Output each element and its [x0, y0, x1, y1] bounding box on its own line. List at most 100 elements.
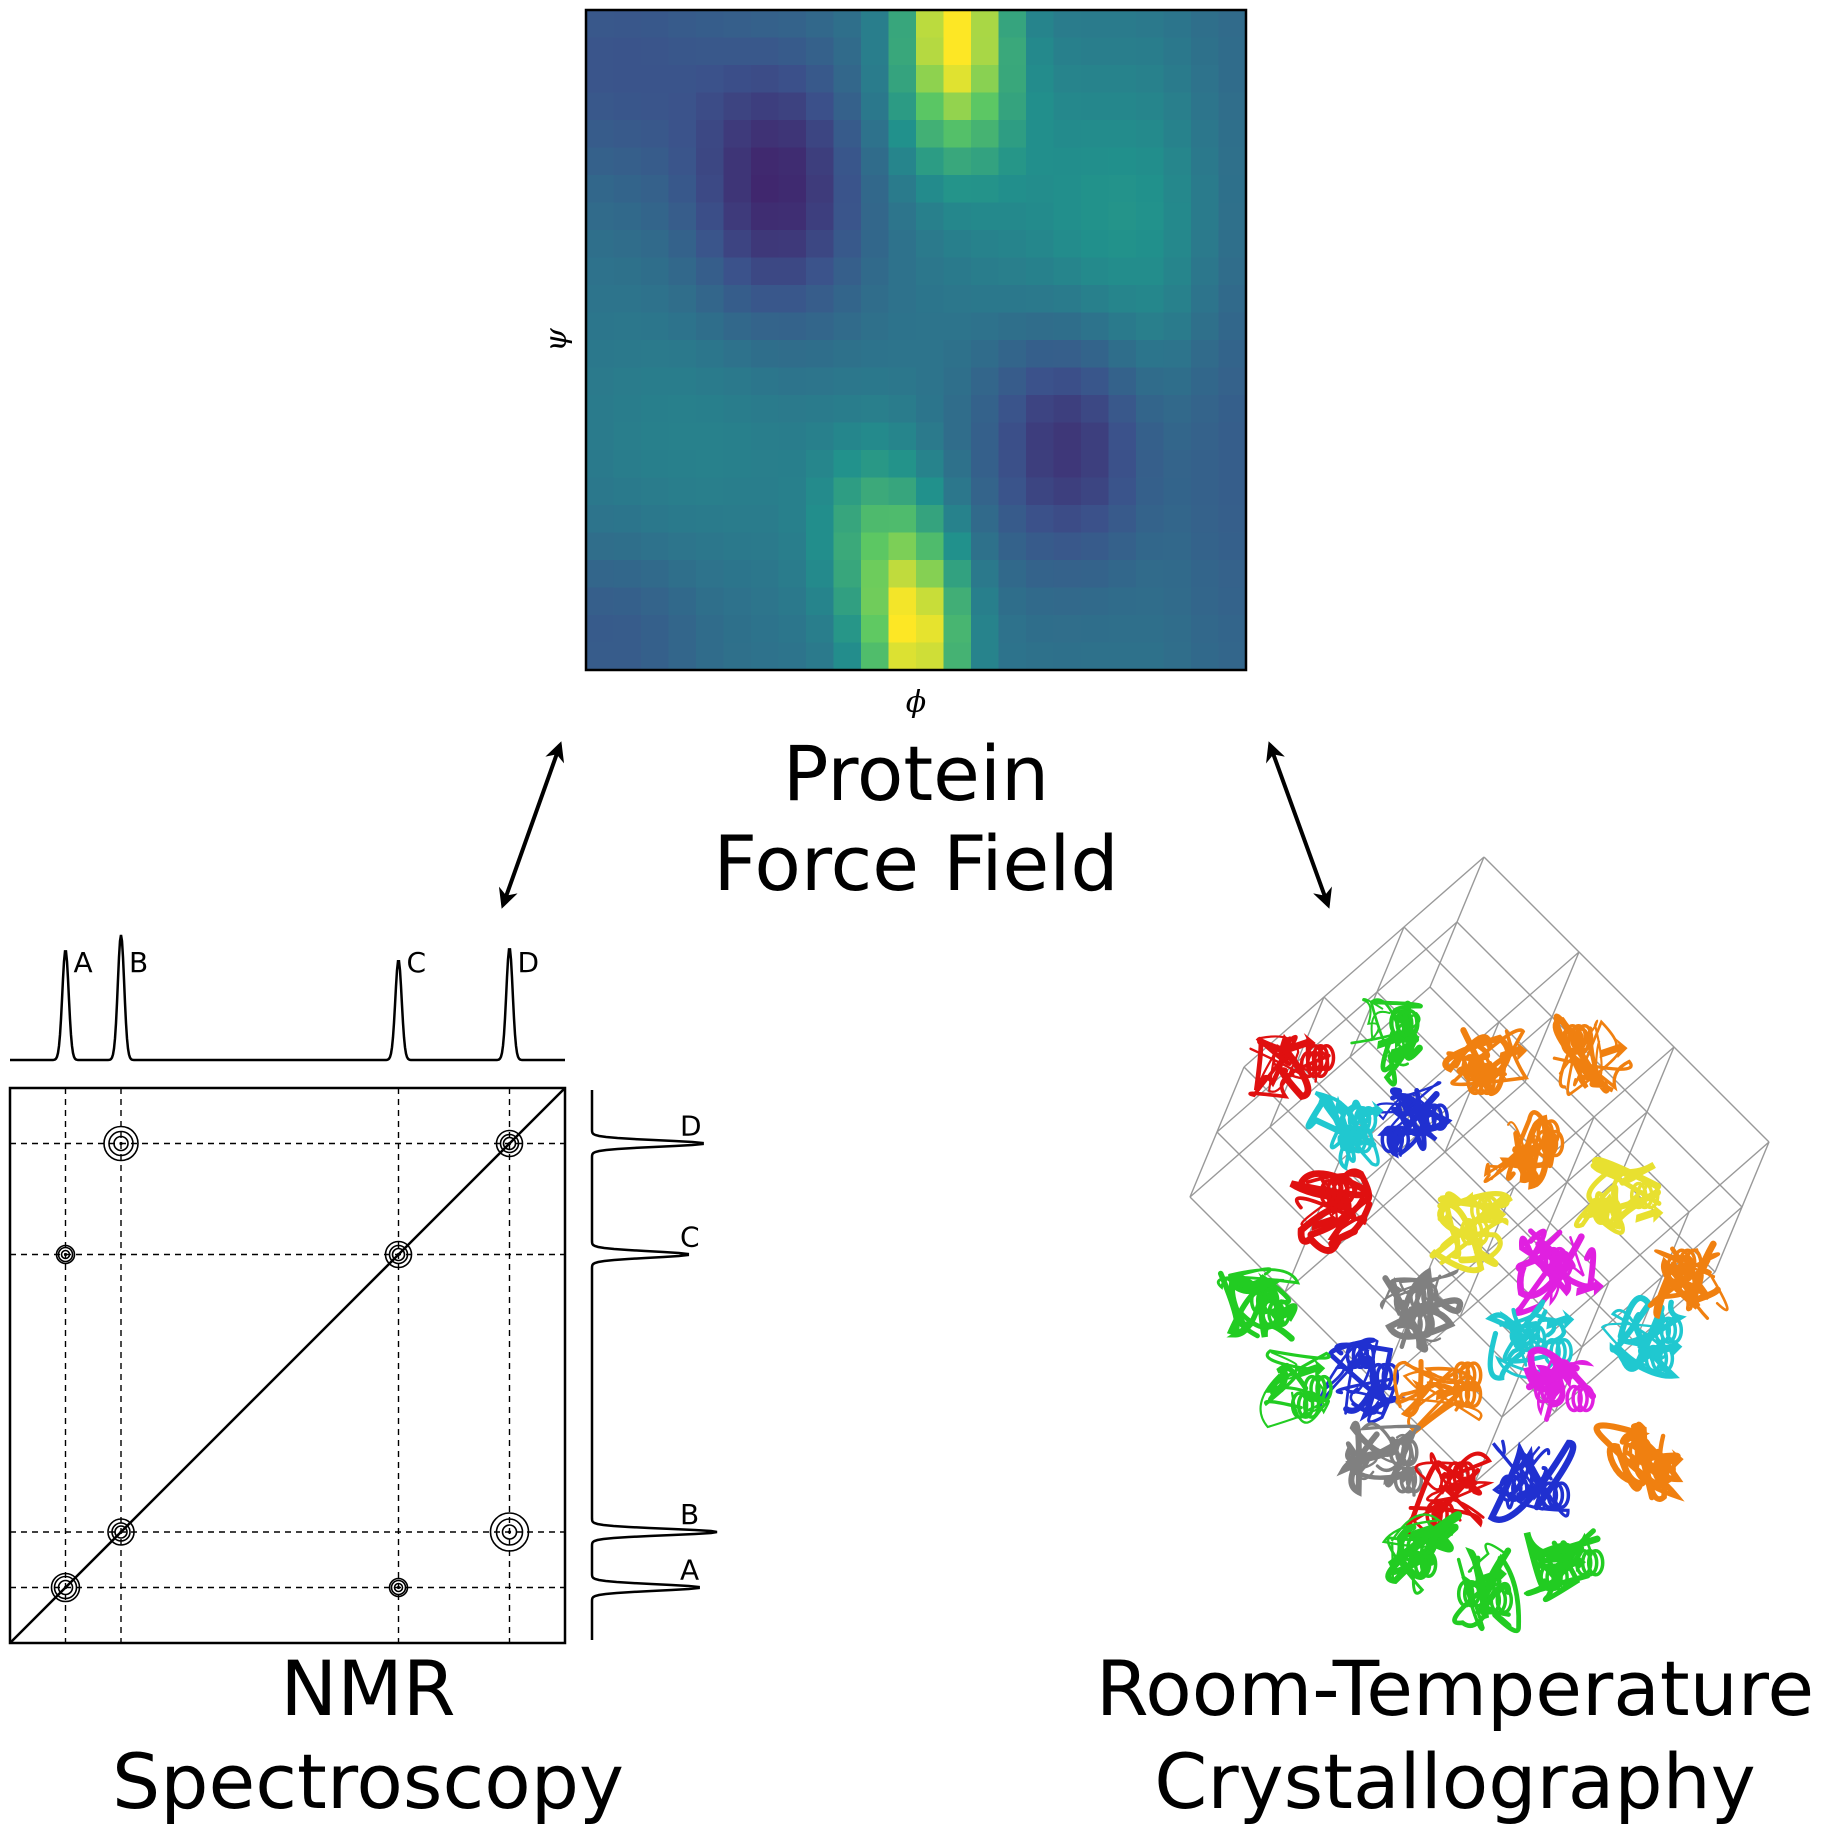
heatmap-cell	[751, 505, 780, 534]
heatmap-cell	[806, 505, 835, 534]
heatmap-cell	[943, 257, 972, 286]
heatmap-cell	[971, 257, 1000, 286]
protein-molecule	[1647, 1240, 1729, 1320]
heatmap-cell	[916, 202, 945, 231]
lattice-edge	[1539, 1116, 1595, 1248]
heatmap-cell	[778, 450, 807, 479]
heatmap-cell	[1218, 175, 1247, 204]
heatmap-cell	[806, 450, 835, 479]
heatmap-cell	[1026, 202, 1055, 231]
ramachandran-heatmap	[586, 10, 1247, 671]
heatmap-cell	[888, 120, 917, 149]
heatmap-cell	[943, 477, 972, 506]
heatmap-cell	[696, 120, 725, 149]
heatmap-cell	[943, 202, 972, 231]
heatmap-cell	[1136, 257, 1165, 286]
heatmap-cell	[971, 312, 1000, 341]
heatmap-cell	[1136, 147, 1165, 176]
heatmap-cell	[586, 257, 615, 286]
heatmap-cell	[1053, 505, 1082, 534]
heatmap-cell	[1026, 642, 1055, 671]
heatmap-cell	[641, 257, 670, 286]
heatmap-cell	[971, 395, 1000, 424]
protein-ribbon	[1518, 1228, 1563, 1259]
lattice-edge	[1323, 996, 1610, 1283]
heatmap-cell	[943, 505, 972, 534]
heatmap-cell	[888, 285, 917, 314]
protein-helix	[1641, 1181, 1660, 1210]
heatmap-cell	[998, 92, 1027, 121]
lattice-edge	[1243, 856, 1485, 1068]
protein-helix	[1386, 1125, 1405, 1154]
heatmap-cell	[1191, 147, 1220, 176]
protein-helix	[1299, 1050, 1318, 1079]
lattice-edge	[1379, 1176, 1621, 1388]
heatmap-cell	[751, 422, 780, 451]
heatmap-cell	[833, 587, 862, 616]
heatmap-cell	[1081, 92, 1110, 121]
heatmap-cell	[586, 285, 615, 314]
heatmap-cell	[916, 147, 945, 176]
heatmap-cell	[1108, 120, 1137, 149]
heatmap-cell	[1081, 642, 1110, 671]
protein-sheet	[1383, 1464, 1412, 1485]
heatmap-cell	[1053, 257, 1082, 286]
heatmap-cell	[668, 285, 697, 314]
protein-helix	[1652, 1455, 1670, 1484]
heatmap-cell	[861, 395, 890, 424]
heatmap-cell	[1191, 230, 1220, 259]
protein-sheet	[1557, 1552, 1586, 1573]
heatmap-cell	[833, 230, 862, 259]
protein-helix	[1489, 1586, 1508, 1614]
heatmap-cell	[943, 285, 972, 314]
heatmap-cell	[833, 65, 862, 94]
heatmap-cell	[613, 257, 642, 286]
heatmap-cell	[833, 10, 862, 39]
heatmap-cell	[888, 257, 917, 286]
heatmap-cell	[778, 312, 807, 341]
heatmap-cell	[1218, 422, 1247, 451]
heatmap-cell	[668, 257, 697, 286]
heatmap-cell	[1053, 312, 1082, 341]
heatmap-cell	[806, 120, 835, 149]
heatmap-cell	[668, 230, 697, 259]
heatmap-cell	[916, 560, 945, 589]
heatmap-cell	[1163, 422, 1192, 451]
protein-helix	[1464, 1361, 1483, 1389]
heatmap-cell	[751, 642, 780, 671]
heatmap-cell	[861, 202, 890, 231]
heatmap-cell	[696, 367, 725, 396]
heatmap-cell	[668, 422, 697, 451]
protein-molecule	[1393, 1358, 1483, 1442]
heatmap-cell	[998, 340, 1027, 369]
heatmap-cell	[943, 560, 972, 589]
heatmap-cell	[916, 65, 945, 94]
heatmap-cell	[998, 37, 1027, 66]
protein-helix	[1461, 1053, 1479, 1082]
heatmap-cell	[1163, 505, 1192, 534]
heatmap-cell	[971, 450, 1000, 479]
heatmap-cell	[641, 615, 670, 644]
heatmap-cell	[613, 642, 642, 671]
protein-helix	[1478, 1067, 1496, 1096]
heatmap-cell	[751, 560, 780, 589]
heatmap-cell	[806, 532, 835, 561]
heatmap-cell	[1053, 450, 1082, 479]
heatmap-cell	[806, 312, 835, 341]
heatmap-cell	[861, 257, 890, 286]
heatmap-cell	[916, 367, 945, 396]
heatmap-cell	[641, 285, 670, 314]
protein-helix	[1355, 1125, 1374, 1154]
protein-helix	[1533, 1376, 1552, 1404]
heatmap-cell	[613, 285, 642, 314]
protein-helix	[1622, 1437, 1641, 1465]
heatmap-cell	[696, 285, 725, 314]
protein-ribbon	[1617, 1299, 1687, 1348]
arrow-nmr-forcefield	[498, 741, 565, 909]
protein-helix	[1381, 1362, 1400, 1391]
heatmap-cell	[971, 285, 1000, 314]
heatmap-cell	[1081, 340, 1110, 369]
heatmap-cell	[1053, 120, 1082, 149]
heatmap-cell	[668, 147, 697, 176]
heatmap-cell	[1136, 230, 1165, 259]
